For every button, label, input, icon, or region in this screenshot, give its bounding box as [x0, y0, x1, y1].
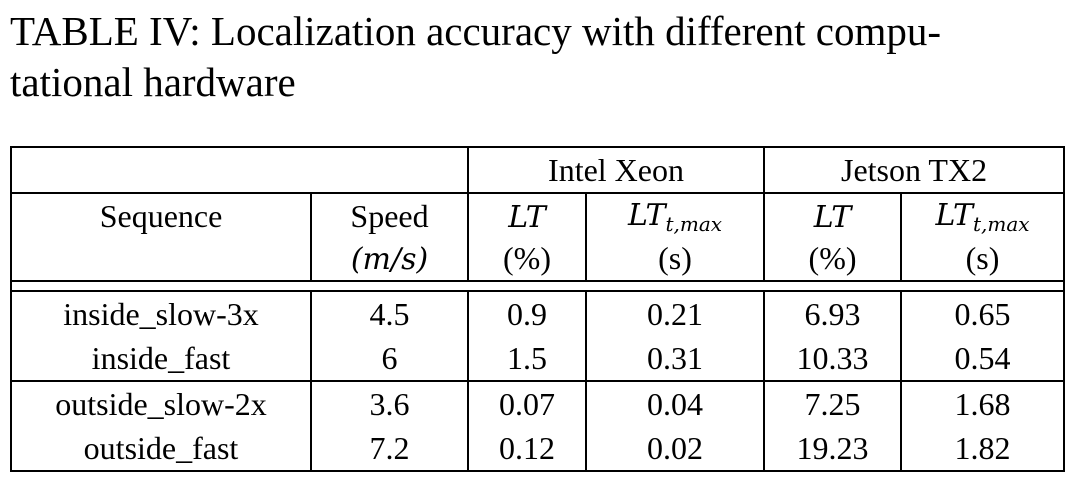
table-row-3-xeon-lt: 0.07	[467, 380, 586, 426]
table-row-2-speed: 6	[310, 336, 468, 381]
header-tx2-ltmax: LTt,max	[900, 193, 1066, 236]
table-row-4-tx2-lt: 19.23	[763, 426, 902, 472]
table-row-1-xeon-lt: 0.9	[467, 290, 586, 336]
table-row-1-tx2-lt: 6.93	[763, 290, 902, 336]
table-row-2-sequence: inside_fast	[10, 336, 311, 381]
table-row-1-speed: 4.5	[310, 290, 468, 336]
header-tx2-lt: LT	[763, 193, 902, 236]
header-tx2-lt-label: LT	[813, 199, 852, 235]
header-xeon-ltmax: LTt,max	[584, 193, 765, 236]
table-row-1-tx2-ltmax: 0.65	[900, 290, 1066, 336]
header-tx2-ltmax-base: LT	[935, 198, 973, 233]
header-sequence: Sequence	[10, 192, 311, 236]
header-speed: Speed	[310, 192, 468, 236]
group-jetson-tx2: Jetson TX2	[763, 146, 1066, 194]
header-speed-unit-label: (m/s)	[350, 241, 429, 277]
results-table: Intel Xeon Jetson TX2 Sequence Speed LT …	[9, 146, 1066, 479]
table-row-2-tx2-ltmax: 0.54	[900, 336, 1066, 381]
header-sequence-unit	[10, 236, 311, 282]
caption-line-1: TABLE IV: Localization accuracy with dif…	[10, 8, 941, 54]
table-row-3-speed: 3.6	[310, 380, 468, 426]
table-row-2-xeon-ltmax: 0.31	[584, 336, 765, 381]
header-xeon-ltmax-sub: t,max	[665, 212, 723, 236]
table-row-4-xeon-ltmax: 0.02	[584, 426, 765, 472]
table-row-4-sequence: outside_fast	[10, 426, 311, 472]
table-row-3-sequence: outside_slow-2x	[10, 380, 311, 426]
table-row-4-xeon-lt: 0.12	[467, 426, 586, 472]
header-xeon-ltmax-base: LT	[627, 198, 666, 233]
header-tx2-lt-unit: (%)	[763, 236, 902, 282]
table-row-1-xeon-ltmax: 0.21	[584, 290, 765, 336]
header-xeon-lt-unit: (%)	[467, 236, 586, 282]
table-caption: TABLE IV: Localization accuracy with dif…	[10, 6, 1070, 108]
caption-line-2: tational hardware	[10, 59, 296, 105]
table-row-3-tx2-lt: 7.25	[763, 380, 902, 426]
header-xeon-ltmax-unit: (s)	[584, 236, 765, 282]
table-row-3-tx2-ltmax: 1.68	[900, 380, 1066, 426]
table-row-2-tx2-lt: 10.33	[763, 336, 902, 381]
table-row-4-speed: 7.2	[310, 426, 468, 472]
table-row-2-xeon-lt: 1.5	[467, 336, 586, 381]
header-tx2-ltmax-unit: (s)	[900, 236, 1066, 282]
header-speed-unit: (m/s)	[310, 236, 468, 282]
group-intel-xeon: Intel Xeon	[466, 146, 765, 194]
header-xeon-lt-label: LT	[508, 199, 546, 235]
table-row-4-tx2-ltmax: 1.82	[900, 426, 1066, 472]
header-tx2-ltmax-sub: t,max	[972, 212, 1030, 236]
empty-header-cell	[10, 146, 468, 193]
header-xeon-lt: LT	[467, 193, 586, 236]
double-rule-gap	[9, 281, 1066, 291]
table-row-3-xeon-ltmax: 0.04	[584, 380, 765, 426]
table-row-1-sequence: inside_slow-3x	[10, 290, 311, 336]
